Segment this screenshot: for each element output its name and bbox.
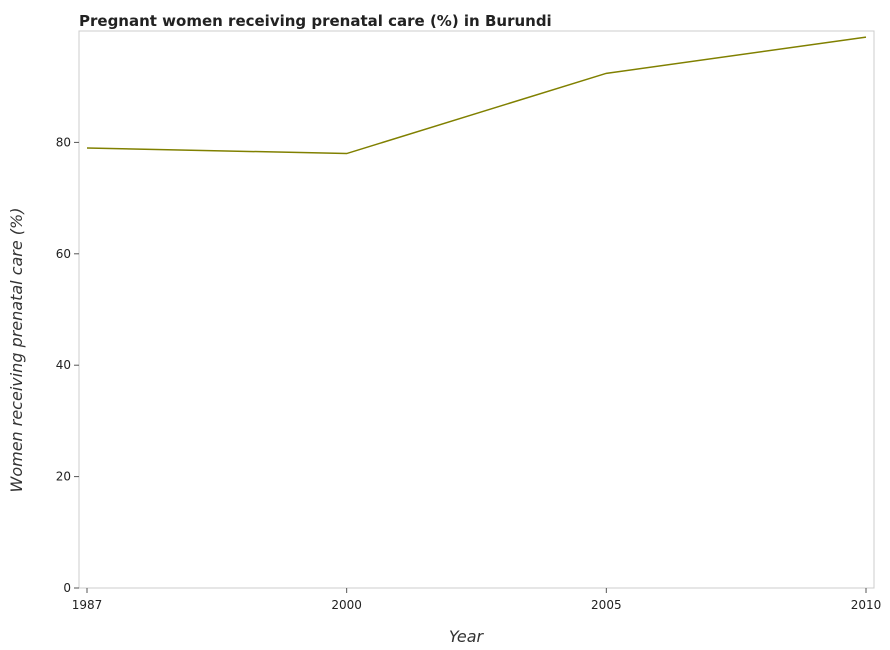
y-tick-label: 40 <box>56 358 71 372</box>
x-tick-label: 1987 <box>72 598 103 612</box>
y-tick-label: 20 <box>56 470 71 484</box>
y-tick-label: 0 <box>63 581 71 595</box>
x-tick-label: 2005 <box>591 598 622 612</box>
y-tick-label: 80 <box>56 135 71 149</box>
y-axis-ticks: 0 20 40 60 80 <box>56 135 79 595</box>
x-tick-label: 2000 <box>331 598 362 612</box>
x-axis-label: Year <box>449 627 485 646</box>
y-tick-label: 60 <box>56 247 71 261</box>
x-axis-ticks: 1987 2000 2005 2010 <box>72 588 882 612</box>
x-tick-label: 2010 <box>851 598 882 612</box>
plot-frame <box>78 30 875 589</box>
series-line <box>86 36 867 155</box>
y-axis-label: Women receiving prenatal care (%) <box>7 208 26 493</box>
chart-title: Pregnant women receiving prenatal care (… <box>79 12 552 30</box>
